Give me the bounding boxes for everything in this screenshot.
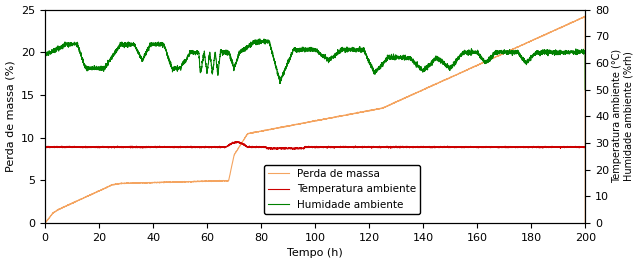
Temperatura ambiente xyxy=(248,145,256,148)
Perda de massa xyxy=(581,221,589,225)
Perda de massa xyxy=(444,77,452,80)
Perda de massa xyxy=(392,100,400,103)
Humidade ambiente xyxy=(581,88,589,91)
Line: Humidade ambiente: Humidade ambiente xyxy=(45,39,585,90)
Perda de massa xyxy=(365,109,373,112)
Temperatura ambiente xyxy=(486,145,493,148)
Temperatura ambiente xyxy=(445,145,452,149)
Perda de massa xyxy=(485,58,493,61)
X-axis label: Tempo (h): Tempo (h) xyxy=(287,248,343,258)
Legend: Perda de massa, Temperatura ambiente, Humidade ambiente: Perda de massa, Temperatura ambiente, Hu… xyxy=(264,165,420,214)
Temperatura ambiente xyxy=(581,145,589,148)
Humidade ambiente xyxy=(486,58,493,61)
Humidade ambiente xyxy=(392,57,400,60)
Line: Perda de massa: Perda de massa xyxy=(45,16,585,223)
Humidade ambiente xyxy=(139,58,147,61)
Temperatura ambiente xyxy=(366,145,373,149)
Line: Temperatura ambiente: Temperatura ambiente xyxy=(45,142,585,149)
Temperatura ambiente xyxy=(232,140,240,143)
Temperatura ambiente xyxy=(139,145,147,148)
Temperatura ambiente xyxy=(272,148,280,151)
Perda de massa xyxy=(41,221,49,225)
Perda de massa xyxy=(581,15,589,18)
Temperatura ambiente xyxy=(393,146,401,149)
Humidade ambiente xyxy=(366,61,373,64)
Y-axis label: Perda de massa (%): Perda de massa (%) xyxy=(6,60,15,172)
Perda de massa xyxy=(139,181,147,184)
Humidade ambiente xyxy=(444,65,452,68)
Y-axis label: Temperatura ambiente (°C)
Humidade ambiente (%rh): Temperatura ambiente (°C) Humidade ambie… xyxy=(612,49,633,183)
Humidade ambiente xyxy=(247,43,255,46)
Humidade ambiente xyxy=(256,37,264,40)
Humidade ambiente xyxy=(41,54,49,57)
Perda de massa xyxy=(247,131,255,134)
Temperatura ambiente xyxy=(41,146,49,149)
